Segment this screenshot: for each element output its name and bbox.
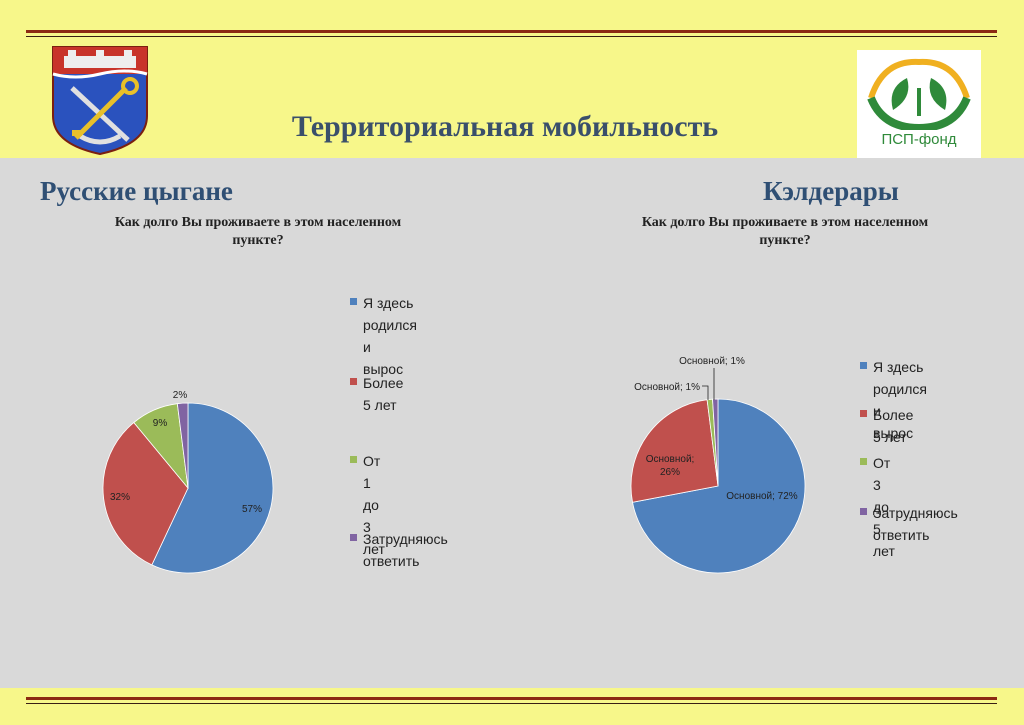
leaf-logo-icon — [867, 58, 971, 130]
legend-swatch — [860, 410, 867, 417]
left-legend-item-2: Более 5 лет — [350, 372, 403, 416]
legend-label: Более 5 лет — [363, 372, 403, 416]
right-legend-item-3: От 3 до 5 лет — [860, 452, 895, 562]
legend-label-line: ответить — [873, 527, 930, 543]
pie-slice-1 — [151, 402, 274, 574]
page-title: Территориальная мобильность — [291, 110, 719, 143]
legend-label-line: Более 5 лет — [363, 375, 404, 413]
legend-label-line: ответить — [363, 553, 420, 569]
legend-label-line: вырос — [363, 361, 404, 377]
left-section-title: Русские цыгане — [40, 176, 233, 206]
legend-label-line: От 3 до 5 лет — [873, 455, 895, 559]
legend-label-line: Я здесь — [363, 295, 414, 311]
right-question: Как долго Вы проживаете в этом населенно… — [595, 214, 975, 250]
legend-swatch — [350, 534, 357, 541]
top-rule — [26, 30, 997, 33]
pie-slice-2 — [102, 421, 189, 566]
legend-swatch — [350, 378, 357, 385]
legend-label-line: Затрудняюсь — [363, 531, 448, 547]
right-section-title: Кэлдерары — [763, 176, 899, 206]
legend-label: Более 5 лет — [873, 404, 913, 448]
pie-data-label-2-line2: 26% — [660, 467, 680, 478]
right-legend-item-2: Более 5 лет — [860, 404, 913, 448]
pie-data-label-3: Основной; 1% — [634, 382, 700, 393]
top-rule-thin — [26, 36, 997, 37]
coat-of-arms-icon — [52, 46, 148, 156]
pie-data-label-3: 9% — [153, 418, 168, 429]
pie-data-label-4: 2% — [173, 390, 188, 401]
legend-label-line: Я здесь родился и — [873, 359, 928, 419]
legend-label-line: Более 5 лет — [873, 407, 914, 445]
legend-label: От 3 до 5 лет — [873, 452, 895, 562]
legend-swatch — [860, 458, 867, 465]
pie-data-label-1: Основной; 72% — [726, 491, 798, 502]
legend-label-line: От 1 до 3 лет — [363, 453, 385, 557]
left-question: Как долго Вы проживаете в этом населенно… — [68, 214, 448, 250]
right-legend-item-4: Затрудняюсь ответить — [860, 502, 958, 546]
pie-slice-1 — [632, 398, 806, 574]
legend-swatch — [350, 456, 357, 463]
legend-label: От 1 до 3 лет — [363, 450, 385, 560]
left-question-line2: пункте? — [232, 233, 284, 248]
left-pie-chart: 57% 32% 9% 2% — [102, 390, 274, 574]
bottom-rule — [26, 697, 997, 700]
right-question-line1: Как долго Вы проживаете в этом населенно… — [641, 215, 929, 230]
legend-label-line: Затрудняюсь — [873, 505, 958, 521]
left-question-line1: Как долго Вы проживаете в этом населенно… — [114, 215, 402, 230]
legend-label: Я здесь родился и вырос — [873, 356, 927, 444]
pie-data-label-2-line1: Основной; — [646, 454, 695, 465]
pie-data-label-1: 57% — [242, 504, 262, 515]
logo-text: ПСП-фонд — [881, 131, 957, 148]
legend-swatch — [860, 362, 867, 369]
legend-swatch — [350, 298, 357, 305]
legend-label-line: вырос — [873, 425, 914, 441]
pie-slice-4 — [176, 402, 189, 489]
legend-label-line: родился и — [363, 317, 418, 355]
legend-swatch — [860, 508, 867, 515]
pie-leader-line-1 — [702, 385, 709, 400]
bottom-rule-thin — [26, 703, 997, 704]
pie-data-label-2: 32% — [110, 492, 130, 503]
pie-slice-4 — [712, 398, 719, 487]
left-legend-item-1: Я здесь родился и вырос — [350, 292, 417, 380]
right-pie-chart: Основной; 72% Основной; 26% Основной; 1% Осн… — [630, 356, 806, 574]
legend-label: Затрудняюсь ответить — [873, 502, 958, 546]
right-question-line2: пункте? — [759, 233, 811, 248]
left-legend-item-4: Затрудняюсь ответить — [350, 528, 448, 572]
legend-label: Я здесь родился и вырос — [363, 292, 417, 380]
legend-label: Затрудняюсь ответить — [363, 528, 448, 572]
psp-fund-logo: ПСП-фонд — [857, 50, 981, 158]
pie-data-label-4: Основной; 1% — [679, 356, 745, 367]
left-legend-item-3: От 1 до 3 лет — [350, 450, 385, 560]
right-legend-item-1: Я здесь родился и вырос — [860, 356, 927, 444]
pie-slice-2 — [630, 399, 719, 503]
